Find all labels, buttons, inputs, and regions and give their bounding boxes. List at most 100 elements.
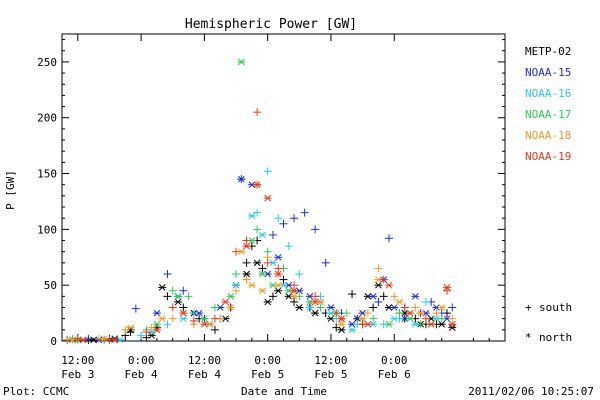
x-tick-label-date: Feb 5 [314, 368, 347, 381]
south-point [168, 286, 177, 295]
south-point [163, 292, 172, 301]
south-point [295, 270, 304, 279]
y-axis-label: P [GW] [4, 170, 17, 210]
north-point [326, 304, 335, 311]
north-point [179, 315, 188, 323]
north-point [263, 194, 272, 202]
north-point [448, 320, 457, 328]
north-point [242, 270, 251, 278]
north-point [411, 292, 420, 300]
north-point [253, 181, 262, 189]
x-tick-label-time: 0:00 [254, 354, 281, 367]
legend-marker-symbol: + [525, 301, 532, 314]
south-point [232, 247, 241, 256]
north-point [253, 259, 262, 267]
south-point [268, 292, 277, 301]
south-point [448, 303, 457, 312]
south-point [142, 328, 151, 337]
north-point [427, 320, 436, 328]
north-point [68, 336, 77, 344]
south-point [369, 303, 378, 312]
south-point [311, 225, 320, 234]
south-point [210, 314, 219, 323]
series-noaa-18 [63, 180, 457, 344]
south-point [284, 242, 293, 251]
south-point [210, 303, 219, 312]
north-point [305, 304, 314, 311]
north-point [258, 270, 267, 278]
north-point [226, 304, 235, 311]
north-point [179, 309, 188, 317]
north-point [152, 320, 161, 328]
x-tick-label-time: 12:00 [314, 354, 347, 367]
south-point [253, 225, 262, 234]
chart-title: Hemispheric Power [GW] [185, 17, 357, 32]
north-point [395, 298, 404, 306]
north-point [158, 315, 167, 323]
north-point [363, 320, 372, 328]
north-point [295, 304, 304, 311]
south-point [163, 270, 172, 279]
south-point [73, 334, 82, 343]
south-point [168, 314, 177, 323]
south-point [379, 275, 388, 284]
north-point [258, 231, 267, 239]
south-point [258, 264, 267, 273]
south-point [400, 303, 409, 312]
north-point [174, 292, 183, 300]
legend-marker-symbol: * [525, 331, 532, 344]
north-point [247, 281, 256, 289]
south-point [131, 304, 140, 313]
legend-entry: METP-02 [525, 45, 571, 58]
south-point [421, 314, 430, 323]
north-point [232, 281, 241, 289]
south-point [395, 309, 404, 318]
north-point [311, 309, 320, 317]
data-marks [63, 58, 457, 344]
north-point [158, 284, 167, 291]
south-point [242, 275, 251, 284]
north-point [152, 326, 161, 334]
north-point [390, 304, 399, 311]
north-point [369, 292, 378, 300]
south-point [242, 258, 251, 267]
south-point [274, 214, 283, 223]
south-point [448, 314, 457, 323]
south-point [210, 325, 219, 334]
north-point [390, 315, 399, 323]
north-point [274, 281, 283, 289]
north-point [110, 335, 119, 343]
north-point [174, 298, 183, 306]
north-point [437, 320, 446, 328]
north-point [358, 315, 367, 323]
north-point [406, 315, 415, 323]
north-point [242, 242, 251, 250]
north-point [384, 281, 393, 289]
north-point [79, 336, 88, 344]
south-point [390, 292, 399, 301]
x-tick-label-date: Feb 6 [378, 368, 411, 381]
north-point [110, 336, 119, 344]
south-point [84, 334, 93, 343]
north-point [221, 298, 230, 306]
north-point [237, 58, 246, 66]
south-point [163, 320, 172, 329]
legend-marker-label: north [539, 331, 572, 344]
south-point [189, 309, 198, 318]
south-point [253, 108, 262, 117]
north-point [337, 326, 346, 334]
y-tick-label: 0 [50, 335, 57, 348]
south-point [290, 297, 299, 306]
north-point [126, 324, 135, 331]
south-point [290, 214, 299, 223]
south-point [363, 309, 372, 318]
south-point [311, 292, 320, 301]
north-point [448, 324, 457, 331]
north-point [274, 270, 283, 278]
south-point [253, 208, 262, 217]
y-tick-label: 250 [37, 56, 57, 69]
south-point [384, 234, 393, 243]
south-point [374, 297, 383, 306]
south-point [179, 286, 188, 295]
